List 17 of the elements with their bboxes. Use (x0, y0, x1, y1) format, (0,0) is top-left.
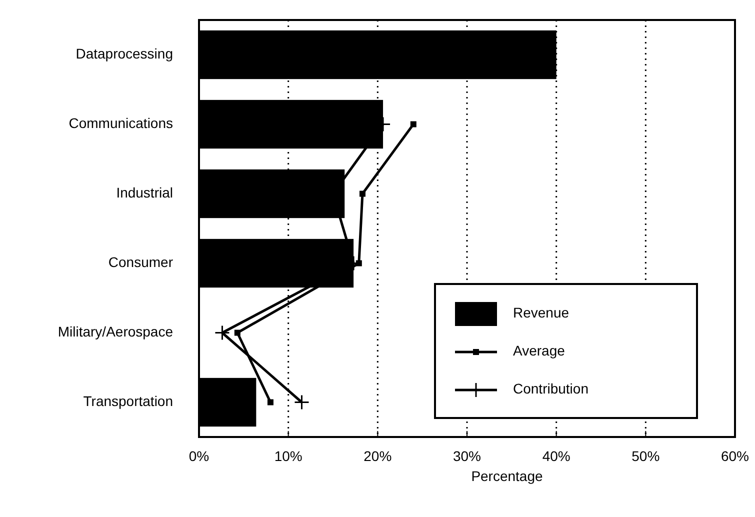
x-tick-label: 30% (452, 448, 482, 464)
y-tick-label: Transportation (83, 392, 173, 409)
x-tick-label: 40% (542, 448, 570, 464)
y-tick-label: Communications (68, 114, 173, 131)
y-tick-label: Dataprocessing (76, 45, 173, 62)
y-tick-label: Industrial (116, 184, 173, 200)
y-tick-label: Consumer (108, 254, 174, 270)
x-axis-title: Percentage (471, 468, 544, 484)
y-tick-label: Military/Aerospace (58, 323, 174, 340)
x-tick-label: 60% (720, 448, 750, 464)
x-tick-label: 20% (364, 448, 392, 464)
x-tick-label: 0% (188, 448, 210, 464)
legend-label: Average (513, 342, 566, 359)
x-tick-label: 50% (632, 448, 660, 464)
x-tick-label: 10% (274, 448, 302, 464)
legend-label: Contribution (513, 380, 588, 397)
legend-label: Revenue (513, 304, 570, 321)
